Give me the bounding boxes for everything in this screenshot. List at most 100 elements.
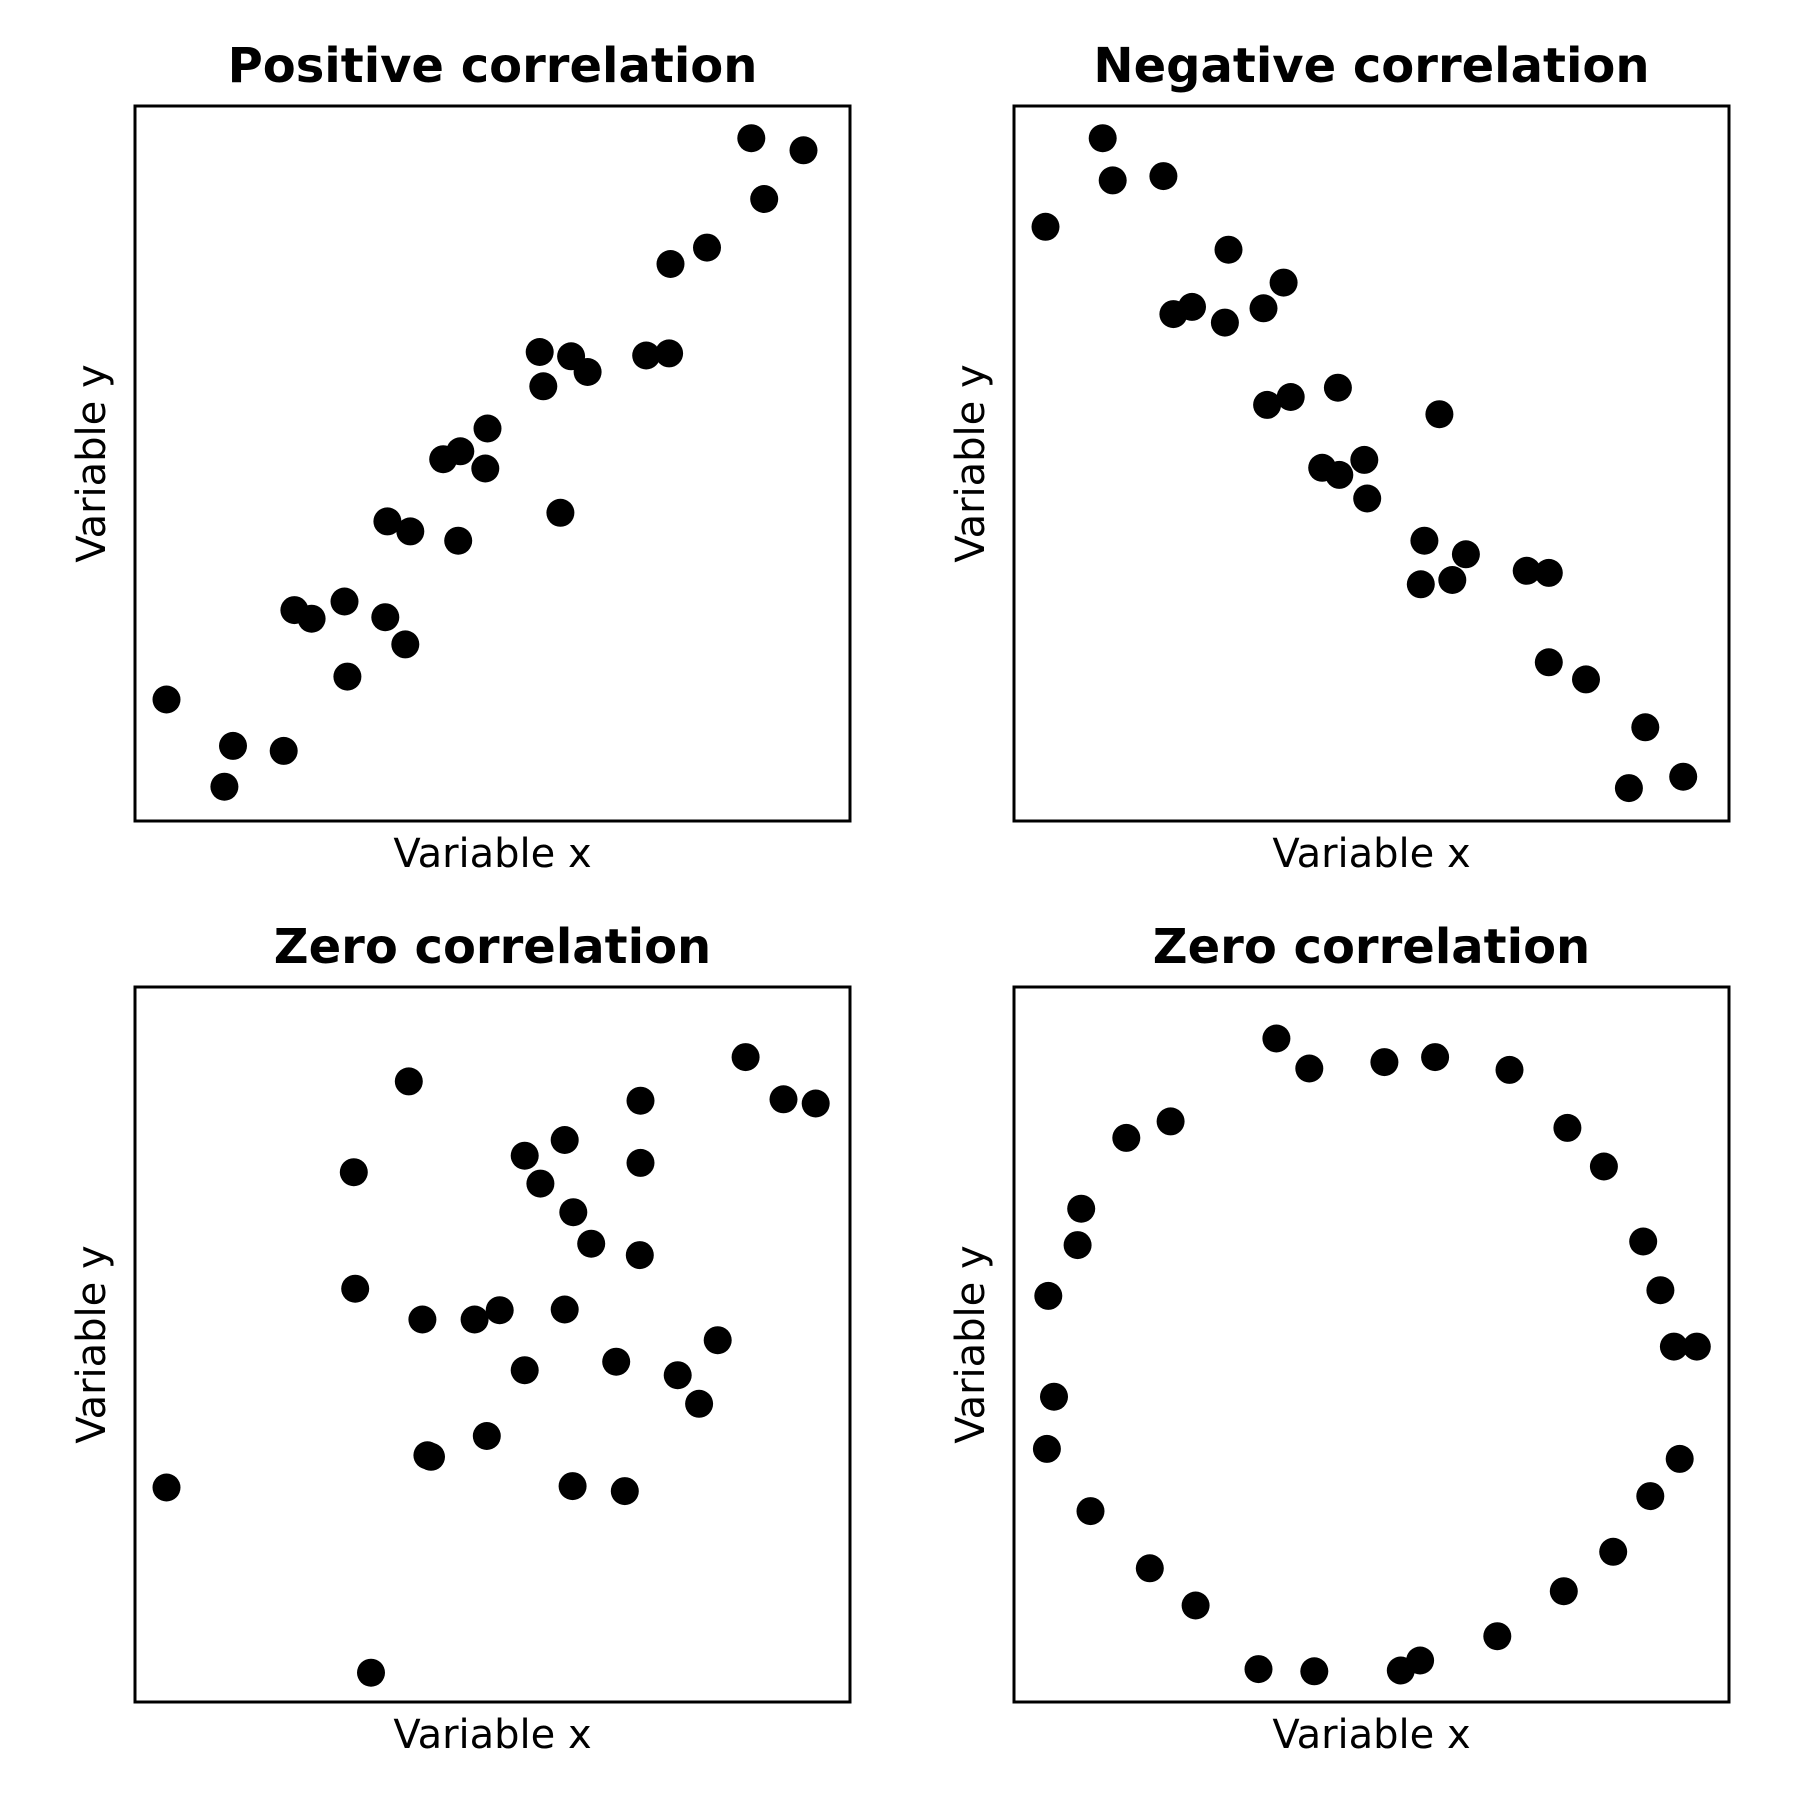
data-point [577,1229,606,1258]
data-point [1295,1054,1324,1083]
data-point [1406,570,1435,599]
data-point [357,1658,385,1687]
data-point [1276,383,1305,411]
data-point [1553,1113,1582,1142]
data-point [1178,292,1206,321]
data-point [801,1089,830,1118]
data-point [737,124,766,153]
data-point [1659,1332,1688,1361]
y-axis-label: Variable y [69,1245,115,1443]
data-point [1210,308,1239,337]
data-point [1350,445,1379,474]
data-point [1512,556,1541,585]
data-point [472,1422,501,1450]
plot-frame [133,104,852,823]
data-point [210,772,239,801]
data-point [610,1477,639,1506]
plot-frame [133,985,852,1704]
data-point [1534,558,1563,587]
data-point [1631,713,1660,742]
scatter-panel-3: Zero correlation Variable x Variable y [69,919,852,1758]
data-point [1669,762,1698,791]
data-point [1425,400,1454,429]
data-point [1353,484,1382,513]
data-point [526,1169,555,1198]
x-axis-label: Variable x [393,831,591,877]
data-point [1665,1444,1694,1473]
data-point [1040,1382,1068,1411]
data-point [1098,166,1127,195]
data-point [1063,1231,1092,1260]
data-point [1682,1332,1711,1361]
data-point [789,136,818,165]
panel-title: Zero correlation [1153,919,1590,975]
data-point [1636,1482,1665,1511]
data-point [1244,1655,1273,1684]
data-point [371,603,400,632]
data-point [703,1326,732,1355]
data-point [1386,1656,1415,1685]
data-point [1495,1055,1524,1084]
data-point [1410,526,1439,555]
data-point [769,1085,798,1114]
data-point [685,1389,714,1418]
data-point [417,1442,445,1471]
y-axis-label: Variable y [948,1245,994,1443]
data-point [693,233,721,262]
data-point [632,341,661,370]
data-point [663,1361,692,1390]
data-point [1599,1537,1628,1566]
data-point [1034,1281,1063,1310]
data-point [1112,1123,1141,1152]
y-axis-label: Variable y [948,364,994,562]
data-point [1421,1043,1450,1072]
data-point [626,1148,655,1177]
data-point [1370,1048,1399,1077]
x-axis-label: Variable x [1272,1712,1470,1758]
data-point [1629,1227,1658,1256]
panel-title: Zero correlation [274,919,711,975]
data-point [602,1347,631,1376]
plot-frame [1012,104,1731,823]
data-point [550,1295,579,1324]
data-point [1646,1276,1675,1305]
data-point [546,498,575,527]
data-point [510,1141,539,1170]
data-point [219,731,247,760]
data-point [460,1305,489,1334]
data-point [152,685,181,714]
data-point [656,250,685,278]
data-point [341,1274,370,1303]
data-point [1572,665,1600,694]
data-point [373,507,402,536]
data-point [297,604,326,633]
data-point [1135,1554,1164,1583]
data-point [446,437,475,466]
data-point [1323,373,1352,402]
data-point [550,1126,579,1154]
data-point [1269,268,1298,297]
data-point [1214,235,1243,264]
data-point [573,358,602,386]
data-point [1451,540,1480,569]
data-point [1088,124,1117,153]
data-point [408,1305,437,1334]
data-point [525,338,554,366]
data-point [510,1356,539,1385]
data-point [1181,1591,1210,1620]
data-point [1032,1434,1061,1463]
data-point [1262,1024,1291,1053]
data-point [485,1296,514,1325]
data-point [558,1472,587,1501]
data-point [152,1473,181,1502]
data-point [1149,162,1178,191]
data-point [1031,212,1060,241]
data-point [529,372,558,401]
data-point [1067,1194,1096,1223]
data-point [1589,1152,1618,1181]
data-point [731,1043,760,1072]
data-point [1549,1577,1578,1606]
scatter-panel-1: Positive correlation Variable x Variable y [69,38,852,877]
data-point [1156,1107,1185,1136]
